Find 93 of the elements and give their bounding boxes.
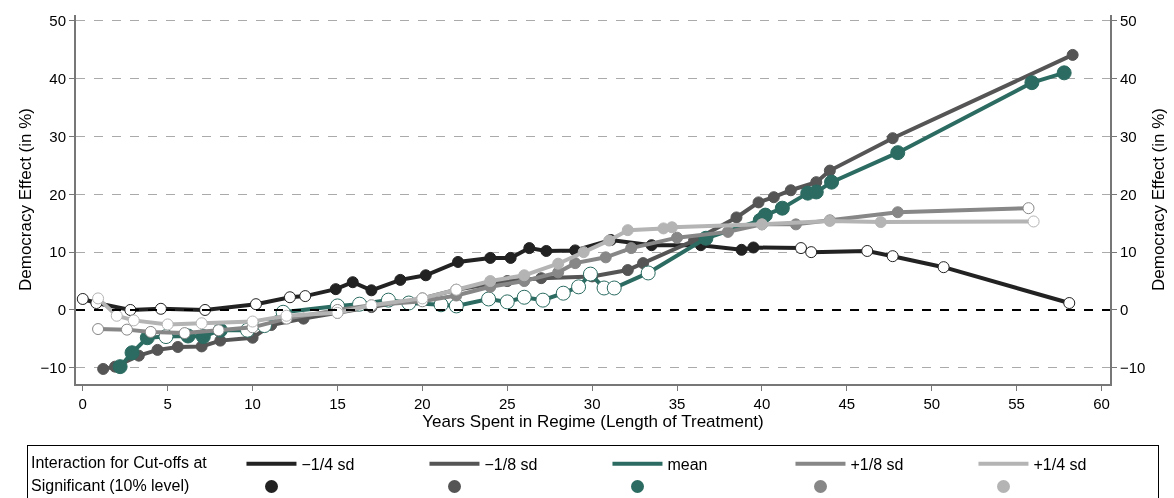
point: [577, 246, 590, 259]
x-tick-label: 20: [414, 395, 431, 412]
x-tick-label: 15: [329, 395, 346, 412]
y-axis-title: Democracy Effect (in %): [16, 108, 35, 291]
legend-title: Interaction for Cut-offs at: [31, 453, 234, 471]
x-axis-title: Years Spent in Regime (Length of Treatment): [422, 412, 764, 431]
x-tick-label: 55: [1008, 395, 1025, 412]
y-tick-label: −10: [40, 359, 66, 377]
point: [518, 269, 531, 282]
x-tick-label: 10: [244, 395, 261, 412]
point: [346, 276, 359, 289]
point: [484, 251, 497, 264]
point: [571, 279, 587, 295]
point: [747, 241, 760, 254]
point: [730, 211, 743, 224]
point: [874, 216, 887, 229]
text: Significant (10% level): [31, 476, 190, 495]
y2-tick-label: 50: [1120, 12, 1137, 30]
point: [640, 265, 656, 281]
point: [1027, 215, 1040, 228]
point: [621, 264, 634, 277]
x-tick-label: 60: [1093, 395, 1110, 412]
point: [735, 243, 748, 256]
point: [97, 362, 110, 375]
point: [599, 251, 612, 264]
x-tick-label: 40: [753, 395, 771, 412]
point: [767, 191, 780, 204]
point: [606, 280, 622, 296]
x-tick-label: 30: [583, 395, 601, 412]
point: [555, 285, 571, 301]
point: [752, 196, 765, 209]
point: [824, 174, 840, 190]
point: [621, 224, 634, 237]
point: [394, 273, 407, 286]
point: [195, 317, 208, 330]
y2-axis-title: Democracy Effect (in %): [1148, 108, 1168, 291]
legend-label: mean: [667, 455, 708, 473]
x-tick-label: 35: [668, 395, 686, 412]
legend-label: +1/4 sd: [1033, 455, 1087, 473]
point: [329, 283, 342, 296]
point: [774, 200, 790, 216]
point: [582, 266, 598, 282]
x-tick-label: 25: [498, 395, 516, 412]
y2-tick-label: 0: [1120, 301, 1129, 319]
point: [499, 294, 515, 310]
point: [552, 257, 565, 270]
point: [151, 343, 164, 356]
point: [365, 284, 378, 297]
point: [886, 132, 899, 145]
point: [1024, 75, 1040, 91]
point: [246, 315, 259, 328]
point: [112, 359, 128, 375]
point: [540, 244, 553, 257]
y2-tick-label: 10: [1120, 243, 1137, 261]
point: [535, 292, 551, 308]
point: [419, 269, 432, 282]
point: [484, 275, 497, 288]
point: [523, 242, 536, 255]
y2-tick-label: 40: [1120, 69, 1137, 87]
point: [124, 345, 140, 361]
point: [161, 318, 174, 331]
point: [1056, 65, 1072, 81]
y2-tick-label: 30: [1120, 127, 1137, 145]
y-tick-label: 20: [49, 185, 66, 203]
point: [516, 289, 532, 305]
y-tick-label: 50: [49, 12, 66, 30]
point: [784, 184, 797, 197]
point: [890, 145, 906, 161]
y2-tick-label: 20: [1120, 185, 1137, 203]
point: [92, 292, 105, 305]
point: [569, 257, 582, 270]
x-tick-label: 45: [838, 395, 856, 412]
y-tick-label: 40: [49, 69, 66, 87]
point: [1066, 48, 1079, 61]
point: [171, 340, 184, 353]
point: [452, 255, 465, 268]
point: [823, 164, 836, 177]
y-tick-label: 30: [49, 127, 66, 145]
legend-label: −1/8 sd: [484, 455, 538, 473]
y2-tick-label: −10: [1120, 359, 1146, 377]
x-tick-label: 0: [78, 395, 87, 412]
point: [127, 314, 140, 327]
y-tick-label: 10: [49, 243, 66, 261]
point: [671, 231, 684, 244]
x-tick-label: 5: [163, 395, 172, 412]
point: [504, 251, 517, 264]
point: [481, 291, 497, 307]
legend-label: +1/8 sd: [850, 455, 904, 473]
legend-label: −1/4 sd: [301, 455, 355, 473]
point: [625, 242, 638, 255]
x-tick-label: 50: [923, 395, 941, 412]
point: [891, 206, 904, 219]
y-tick-label: 0: [57, 301, 66, 319]
